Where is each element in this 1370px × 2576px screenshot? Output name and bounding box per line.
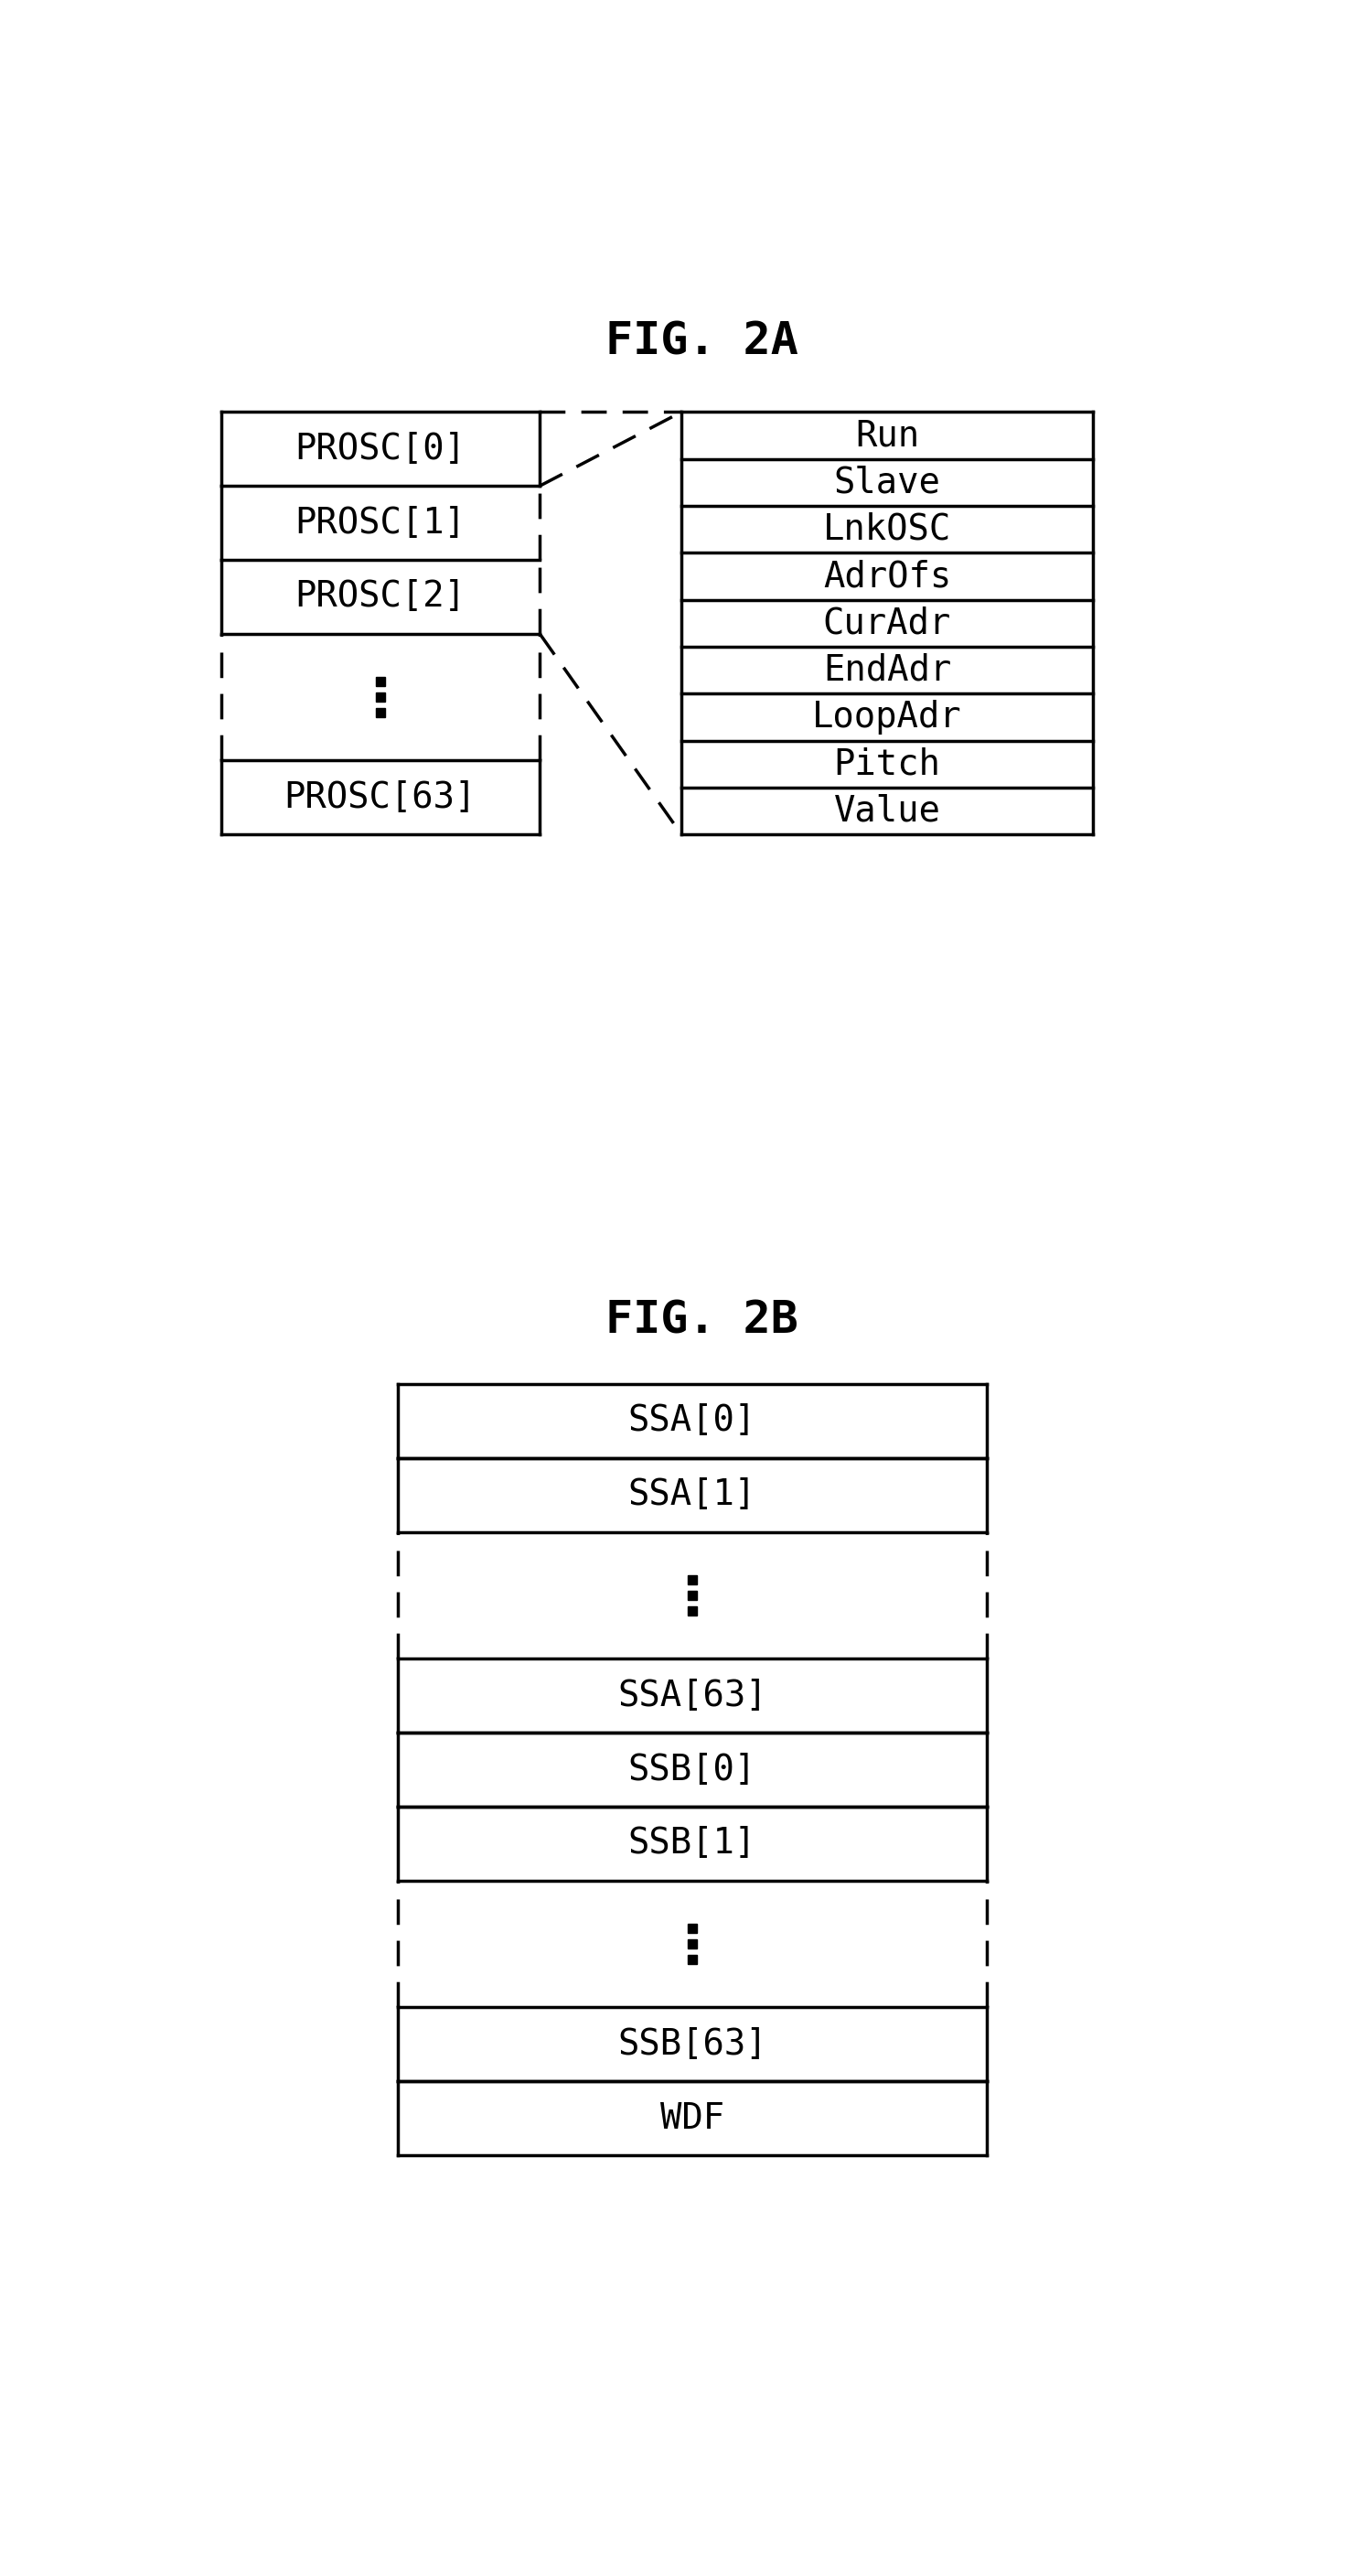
Text: FIG. 2B: FIG. 2B xyxy=(606,1298,799,1342)
Text: FIG. 2A: FIG. 2A xyxy=(606,319,799,363)
Text: PROSC[0]: PROSC[0] xyxy=(295,433,466,466)
Text: Slave: Slave xyxy=(834,466,941,500)
Text: SSB[1]: SSB[1] xyxy=(627,1826,756,1860)
Text: Value: Value xyxy=(834,793,941,829)
Text: SSB[0]: SSB[0] xyxy=(627,1752,756,1788)
Text: LoopAdr: LoopAdr xyxy=(812,701,962,734)
Text: Run: Run xyxy=(855,417,919,453)
Text: CurAdr: CurAdr xyxy=(823,605,951,641)
Text: SSA[1]: SSA[1] xyxy=(627,1479,756,1512)
Text: Pitch: Pitch xyxy=(834,747,941,781)
Text: SSA[63]: SSA[63] xyxy=(618,1680,767,1713)
Text: EndAdr: EndAdr xyxy=(823,652,951,688)
Text: SSA[0]: SSA[0] xyxy=(627,1404,756,1437)
Text: WDF: WDF xyxy=(660,2102,725,2136)
Text: PROSC[2]: PROSC[2] xyxy=(295,580,466,613)
Text: PROSC[1]: PROSC[1] xyxy=(295,505,466,541)
Text: AdrOfs: AdrOfs xyxy=(823,559,951,592)
Text: SSB[63]: SSB[63] xyxy=(618,2027,767,2061)
Text: LnkOSC: LnkOSC xyxy=(823,513,951,546)
Text: PROSC[63]: PROSC[63] xyxy=(284,781,477,814)
